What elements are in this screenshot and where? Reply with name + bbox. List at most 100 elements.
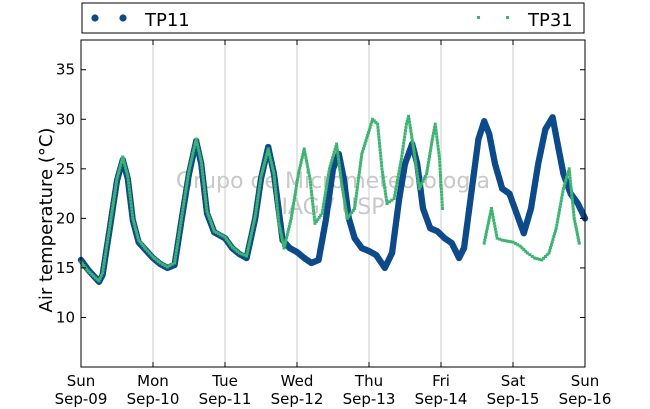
trace-dot-tp31: [549, 243, 553, 247]
trace-dot-tp31: [256, 193, 260, 197]
trace-dot-tp31: [180, 211, 184, 215]
trace-dot-tp31: [204, 200, 208, 204]
trace-dot-tp31: [326, 176, 330, 180]
trace-dot-tp31: [438, 164, 442, 168]
trace-dot-tp31: [103, 252, 107, 256]
trace-dot-tp31: [119, 163, 123, 167]
trace-dot-tp31: [408, 123, 412, 127]
trace-dot-tp31: [268, 155, 272, 159]
trace-dot-tp31: [129, 200, 133, 204]
trace-dot-tp31: [397, 172, 401, 176]
trace-dot-tp31: [246, 246, 250, 250]
trace-dot-tp31: [250, 231, 254, 235]
trace-dot-tp31: [376, 125, 380, 129]
trace-dot-tp31: [147, 251, 151, 255]
trace-dot-tp31: [289, 219, 293, 223]
trace-dot-tp31: [416, 177, 420, 181]
watermark-line-2: IAG / USP: [282, 195, 385, 220]
trace-dot-tp31: [195, 140, 199, 144]
trace-dot-tp31: [356, 182, 360, 186]
trace-dot-tp31: [545, 253, 549, 257]
trace-dot-tp31: [303, 150, 307, 154]
trace-dot-tp31: [367, 128, 371, 132]
trace-dot-tp31: [368, 125, 372, 129]
trace-dot-tp31: [491, 212, 495, 216]
trace-dot-tp31: [432, 131, 436, 135]
trace-dot-tp31: [355, 185, 359, 189]
trace-dot-tp31: [247, 243, 251, 247]
trace-dot-tp31: [274, 190, 278, 194]
trace-dot-tp31: [353, 200, 357, 204]
trace-dot-tp31: [438, 167, 442, 171]
trace-dot-tp31: [410, 138, 414, 142]
trace-dot-tp31: [438, 170, 442, 174]
data-point-tp31: [101, 271, 105, 275]
trace-dot-tp31: [486, 224, 490, 228]
trace-dot-tp31: [82, 264, 86, 268]
trace-dot-tp31: [337, 157, 341, 161]
trace-dot-tp31: [186, 178, 190, 182]
trace-dot-tp31: [279, 232, 283, 236]
data-point-tp31: [308, 177, 312, 181]
trace-dot-tp31: [113, 189, 117, 193]
trace-dot-tp31: [426, 166, 430, 170]
trace-dot-tp31: [105, 240, 109, 244]
x-tick-label-day: Sun: [67, 372, 96, 390]
trace-dot-tp31: [306, 168, 310, 172]
trace-dot-tp31: [314, 219, 318, 223]
legend: TP11 TP31: [81, 2, 585, 34]
trace-dot-tp31: [387, 200, 391, 204]
trace-dot-tp31: [325, 185, 329, 189]
y-tick-label: 15: [56, 259, 75, 277]
trace-dot-tp31: [488, 212, 492, 216]
trace-dot-tp31: [555, 223, 559, 227]
data-point-tp31: [340, 182, 344, 186]
trace-dot-tp31: [183, 193, 187, 197]
trace-dot-tp31: [552, 235, 556, 239]
trace-dot-tp31: [297, 169, 301, 173]
trace-dot-tp31: [217, 232, 221, 236]
trace-dot-tp31: [498, 237, 502, 241]
trace-dot-tp31: [382, 183, 386, 187]
trace-dot-tp31: [377, 132, 381, 136]
trace-dot-tp31: [372, 119, 376, 123]
trace-dot-tp31: [232, 247, 236, 251]
trace-dot-tp31: [361, 149, 365, 153]
trace-dot-tp31: [323, 194, 327, 198]
trace-dot-tp31: [423, 174, 427, 178]
trace-dot-tp31: [248, 237, 252, 241]
trace-dot-tp31: [197, 151, 201, 155]
trace-dot-tp31: [337, 163, 341, 167]
x-tick-label-day: Wed: [281, 372, 314, 390]
trace-dot-tp31: [107, 231, 111, 235]
trace-dot-tp31: [553, 232, 557, 236]
trace-dot-tp31: [263, 158, 267, 162]
trace-dot-tp31: [436, 147, 440, 151]
grid: [152, 40, 514, 367]
trace-dot-tp31: [184, 187, 188, 191]
trace-dot-tp31: [337, 160, 341, 164]
data-point-tp31: [360, 152, 364, 156]
trace-dot-tp31: [109, 215, 113, 219]
trace-dot-tp31: [376, 129, 380, 133]
trace-dot-tp31: [98, 276, 102, 280]
trace-dot-tp31: [557, 211, 561, 215]
trace-dot-tp31: [560, 196, 564, 200]
trace-dot-tp31: [381, 173, 385, 177]
trace-dot-tp31: [426, 163, 430, 167]
trace-dot-tp31: [494, 230, 498, 234]
trace-dot-tp31: [200, 166, 204, 170]
trace-dot-tp31: [364, 139, 368, 143]
trace-dot-tp31: [305, 159, 309, 163]
trace-dot-tp31: [493, 227, 497, 231]
trace-dot-tp31: [260, 172, 264, 176]
trace-dot-tp31: [202, 185, 206, 189]
trace-dot-tp31: [122, 161, 126, 165]
trace-dot-tp31: [276, 215, 280, 219]
trace-dot-tp31: [130, 210, 134, 214]
trace-dot-tp31: [146, 249, 150, 253]
trace-dot-tp31: [559, 202, 563, 206]
data-point-tp31: [108, 224, 112, 228]
trace-dot-tp31: [342, 196, 346, 200]
